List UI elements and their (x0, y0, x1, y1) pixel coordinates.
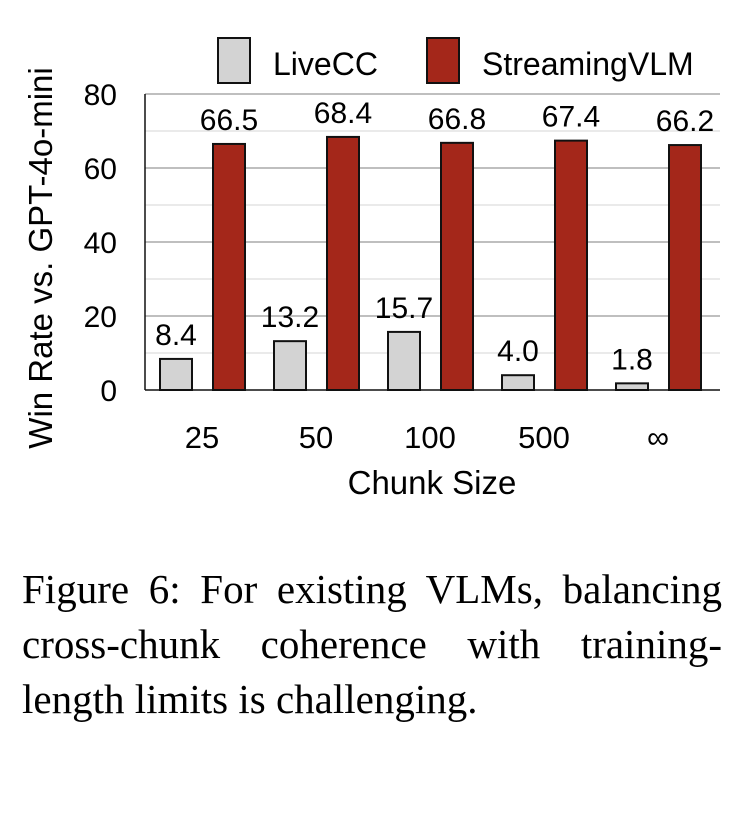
legend-label: LiveCC (273, 46, 378, 82)
y-tick-label: 20 (84, 301, 117, 334)
data-label: 67.4 (542, 101, 600, 134)
labels: 0 20 40 60 80 8.4 66.5 25 13.2 68.4 50 15.7 66.8 100 4… (84, 79, 715, 455)
bar-livecc (273, 340, 307, 392)
bar-streamingvlm (668, 144, 702, 391)
data-label: 66.2 (656, 105, 714, 138)
x-axis-label: Chunk Size (348, 464, 517, 501)
data-label: 4.0 (497, 335, 539, 368)
y-tick-label: 40 (84, 227, 117, 260)
legend: LiveCC StreamingVLM (217, 37, 694, 84)
bars (159, 135, 702, 392)
legend-swatch (426, 37, 460, 84)
x-tick-label: 100 (404, 420, 456, 455)
data-label: 13.2 (261, 301, 319, 334)
data-label: 68.4 (314, 97, 372, 130)
x-tick-label: ∞ (647, 420, 669, 455)
x-tick-label: 500 (518, 420, 570, 455)
bar-streamingvlm (440, 141, 474, 391)
data-label: 15.7 (375, 292, 433, 325)
data-label: 8.4 (155, 319, 197, 352)
x-tick-label: 50 (299, 420, 333, 455)
bar-livecc (159, 357, 193, 392)
y-tick-label: 0 (100, 375, 117, 408)
x-tick-label: 25 (185, 420, 219, 455)
figure-caption: Figure 6: For existing VLMs, balancing c… (22, 566, 722, 722)
legend-swatch (217, 37, 251, 84)
data-label: 66.8 (428, 103, 486, 136)
y-tick-label: 80 (84, 79, 117, 112)
bar-livecc (387, 330, 421, 392)
bar-streamingvlm (326, 135, 360, 391)
bar-chart: 0 20 40 60 80 8.4 66.5 25 13.2 68.4 50 15.7 66.8 100 4… (22, 37, 720, 501)
y-tick-label: 60 (84, 153, 117, 186)
axes (144, 94, 720, 391)
bar-livecc (615, 382, 649, 391)
bar-livecc (501, 374, 535, 392)
legend-label: StreamingVLM (482, 46, 694, 82)
bar-streamingvlm (554, 139, 588, 391)
data-label: 1.8 (611, 343, 653, 376)
data-label: 66.5 (200, 104, 258, 137)
y-axis-label: Win Rate vs. GPT-4o-mini (22, 67, 59, 448)
bar-streamingvlm (212, 142, 246, 391)
